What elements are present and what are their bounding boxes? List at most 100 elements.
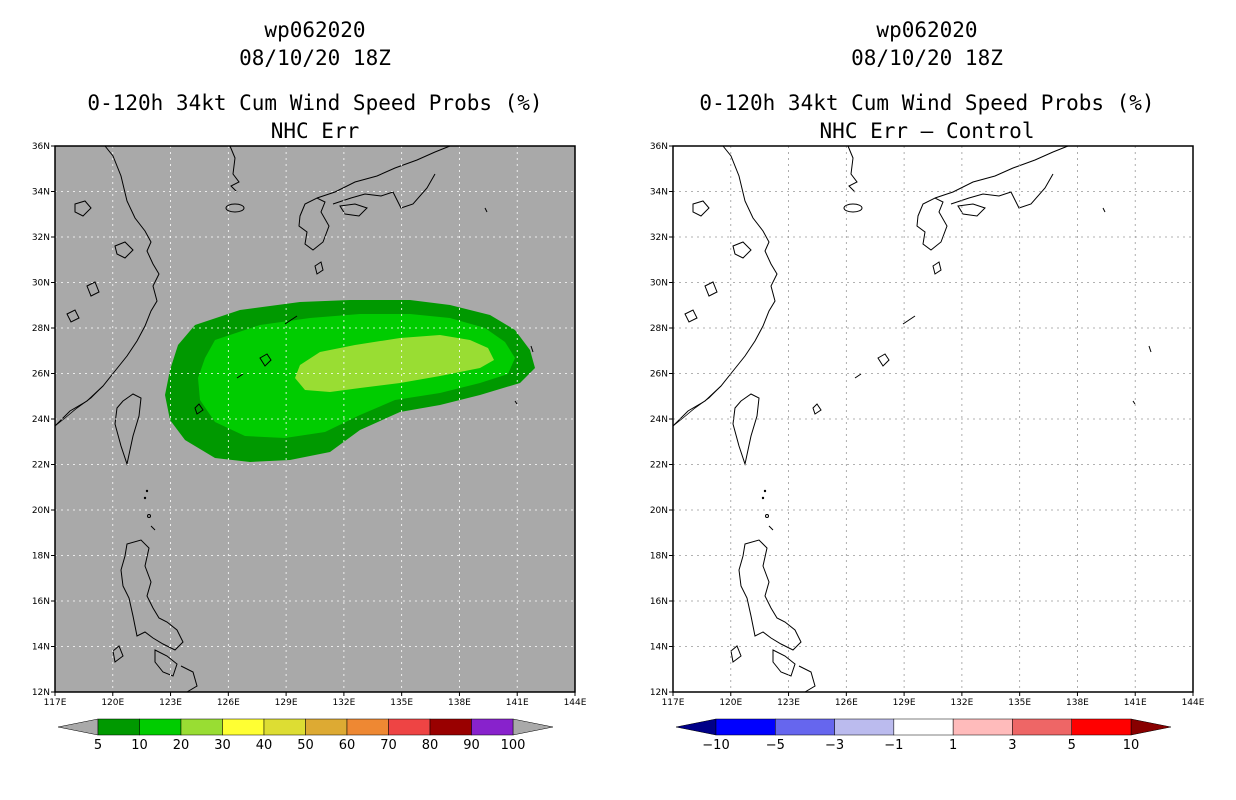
lon-tick-label: 141E <box>506 698 529 708</box>
colorbar-end-low <box>57 718 99 736</box>
colorbar-label: −10 <box>702 738 729 753</box>
colorbar-label: 5 <box>1068 738 1076 753</box>
colorbar-swatch <box>952 718 1013 736</box>
colorbar-swatch <box>180 718 223 736</box>
colorbar-end-high <box>1130 718 1172 736</box>
colorbar-label: 1 <box>949 738 957 753</box>
colorbar-label: 20 <box>173 738 190 753</box>
colorbar-swatch <box>471 718 514 736</box>
colorbar-swatch <box>775 718 835 736</box>
colorbar-label: 3 <box>1008 738 1016 753</box>
lon-tick-label: 120E <box>719 698 742 708</box>
right-title-product: 0-120h 34kt Cum Wind Speed Probs (%) <box>699 91 1155 115</box>
left-title-subtitle: NHC Err <box>270 119 360 143</box>
lon-tick-label: 138E <box>448 698 471 708</box>
colorbar-label: −5 <box>766 738 785 753</box>
colorbar-label: −1 <box>884 738 903 753</box>
right-colorbar: −10 −5 −3 −1 1 3 5 10 <box>675 718 1172 753</box>
lat-tick-label: 30N <box>650 279 668 289</box>
lat-tick-label: 12N <box>32 688 50 698</box>
colorbar-end-low <box>675 718 717 736</box>
right-title-time: 08/10/20 18Z <box>851 46 1003 70</box>
colorbar-label: −3 <box>825 738 844 753</box>
lon-tick-label: 132E <box>950 698 973 708</box>
lat-tick-label: 32N <box>650 233 668 243</box>
left-title-product: 0-120h 34kt Cum Wind Speed Probs (%) <box>87 91 543 115</box>
lon-tick-label: 120E <box>101 698 124 708</box>
lat-tick-label: 28N <box>32 324 50 334</box>
colorbar-label: 5 <box>94 738 102 753</box>
left-title-time: 08/10/20 18Z <box>239 46 391 70</box>
left-title-storm: wp062020 <box>264 18 366 42</box>
lon-tick-label: 135E <box>1008 698 1031 708</box>
right-title-subtitle: NHC Err – Control <box>819 119 1035 143</box>
lon-tick-label: 117E <box>44 698 67 708</box>
colorbar-label: 10 <box>131 738 148 753</box>
lon-tick-label: 123E <box>159 698 182 708</box>
lat-tick-label: 34N <box>32 188 50 198</box>
colorbar-swatch <box>97 718 140 736</box>
lat-tick-label: 28N <box>650 324 668 334</box>
lat-tick-label: 30N <box>32 279 50 289</box>
colorbar-swatch <box>429 718 472 736</box>
lon-tick-label: 141E <box>1124 698 1147 708</box>
prob-field-20-30 <box>295 335 494 392</box>
colorbar-label: 30 <box>214 738 231 753</box>
colorbar-swatch <box>263 718 306 736</box>
lon-tick-label: 129E <box>893 698 916 708</box>
lat-tick-label: 24N <box>32 415 50 425</box>
colorbar-label: 70 <box>380 738 397 753</box>
colorbar-swatch <box>346 718 389 736</box>
colorbar-swatch <box>139 718 182 736</box>
colorbar-swatch <box>222 718 265 736</box>
right-map: 117E 120E 123E 126E 129E 132E 135E 138E 141E 144E… <box>650 142 1205 708</box>
left-colorbar: 5 10 20 30 40 50 60 70 80 90 100 <box>57 718 554 753</box>
colorbar-label: 80 <box>422 738 439 753</box>
colorbar-swatch <box>305 718 348 736</box>
lat-tick-label: 16N <box>650 597 668 607</box>
colorbar-swatch <box>893 718 954 736</box>
right-grid <box>673 146 1193 692</box>
lat-tick-label: 18N <box>32 552 50 562</box>
lat-tick-label: 22N <box>32 461 50 471</box>
colorbar-label: 40 <box>256 738 273 753</box>
colorbar-swatch <box>715 718 776 736</box>
lat-tick-label: 20N <box>650 506 668 516</box>
colorbar-swatch <box>1071 718 1132 736</box>
lat-tick-label: 18N <box>650 552 668 562</box>
lat-tick-label: 26N <box>32 370 50 380</box>
colorbar-label: 10 <box>1123 738 1140 753</box>
lon-tick-label: 123E <box>777 698 800 708</box>
lat-tick-label: 14N <box>650 643 668 653</box>
lon-tick-label: 138E <box>1066 698 1089 708</box>
lat-tick-label: 20N <box>32 506 50 516</box>
lon-tick-label: 117E <box>662 698 685 708</box>
colorbar-end-high <box>512 718 554 736</box>
lon-tick-label: 144E <box>564 698 587 708</box>
lat-tick-label: 14N <box>32 643 50 653</box>
lon-tick-label: 126E <box>835 698 858 708</box>
lon-tick-label: 135E <box>390 698 413 708</box>
colorbar-label: 60 <box>339 738 356 753</box>
lon-tick-label: 132E <box>332 698 355 708</box>
colorbar-label: 100 <box>501 738 526 753</box>
left-map: 117E 120E 123E 126E 129E 132E 135E 138E 141E 144E… <box>32 142 587 708</box>
lat-tick-label: 26N <box>650 370 668 380</box>
lon-tick-label: 129E <box>275 698 298 708</box>
lon-tick-label: 144E <box>1182 698 1205 708</box>
colorbar-label: 90 <box>463 738 480 753</box>
colorbar-swatch <box>834 718 895 736</box>
lat-tick-label: 16N <box>32 597 50 607</box>
colorbar-label: 50 <box>297 738 314 753</box>
colorbar-swatch <box>1012 718 1072 736</box>
lat-tick-label: 22N <box>650 461 668 471</box>
left-grid <box>55 146 575 692</box>
lat-tick-label: 32N <box>32 233 50 243</box>
right-title-storm: wp062020 <box>876 18 978 42</box>
lat-tick-label: 36N <box>650 142 668 152</box>
lat-tick-label: 34N <box>650 188 668 198</box>
lat-tick-label: 24N <box>650 415 668 425</box>
lat-tick-label: 12N <box>650 688 668 698</box>
lon-tick-label: 126E <box>217 698 240 708</box>
